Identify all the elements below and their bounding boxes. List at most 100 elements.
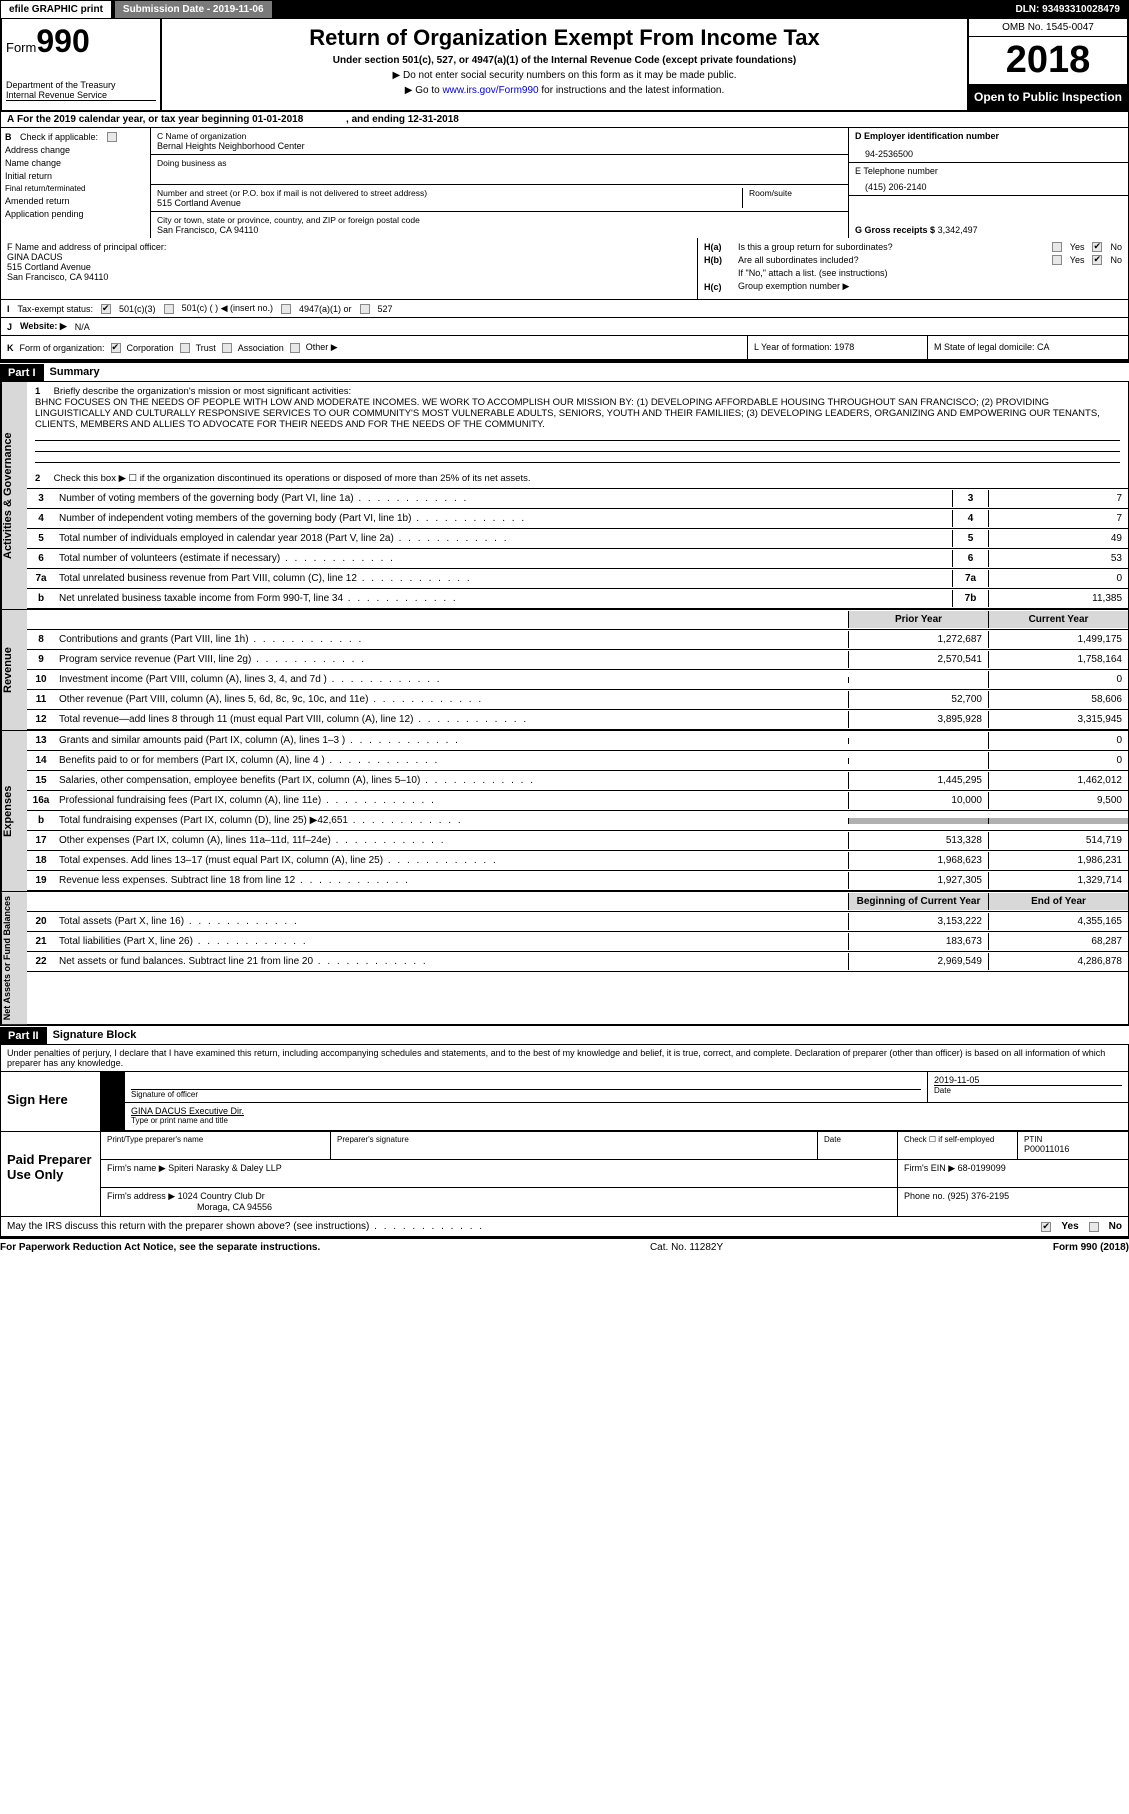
current-val: 9,500 — [988, 792, 1128, 809]
ein-value: 94-2536500 — [865, 149, 1122, 159]
checkbox-icon[interactable] — [164, 304, 174, 314]
h-b-note: If "No," attach a list. (see instruction… — [704, 268, 1122, 278]
opt-initial-return: Initial return — [5, 171, 146, 181]
row-desc: Net unrelated business taxable income fr… — [55, 590, 952, 607]
officer-name-value: GINA DACUS Executive Dir. — [131, 1106, 1122, 1116]
irs-label: Internal Revenue Service — [6, 90, 156, 101]
firm-name-label: Firm's name ▶ — [107, 1163, 166, 1173]
opt-501c: 501(c) ( ) ◀ (insert no.) — [182, 303, 273, 314]
checkbox-icon[interactable] — [107, 132, 117, 142]
row-desc: Total revenue—add lines 8 through 11 (mu… — [55, 711, 848, 728]
sig-officer-label: Signature of officer — [131, 1089, 921, 1099]
open-public-badge: Open to Public Inspection — [969, 84, 1127, 110]
col-header-row: Prior Year Current Year — [27, 610, 1128, 630]
row-num: 22 — [27, 953, 55, 970]
firm-phone-cell: Phone no. (925) 376-2195 — [898, 1188, 1128, 1216]
form-title: Return of Organization Exempt From Incom… — [168, 25, 961, 51]
exp-rows: 13 Grants and similar amounts paid (Part… — [27, 731, 1128, 891]
line-k: K Form of organization: Corporation Trus… — [1, 336, 748, 359]
k-label: K — [7, 343, 14, 353]
firm-addr-cell: Firm's address ▶ 1024 Country Club Dr Mo… — [101, 1188, 898, 1216]
checkbox-icon[interactable] — [360, 304, 370, 314]
checkbox-checked-icon[interactable] — [1092, 242, 1102, 252]
j-label: J — [7, 322, 12, 332]
row-num: 10 — [27, 671, 55, 688]
checkbox-checked-icon[interactable] — [1092, 255, 1102, 265]
section-f: F Name and address of principal officer:… — [1, 238, 698, 299]
blank-lines — [35, 440, 1120, 463]
current-val: 1,986,231 — [988, 852, 1128, 869]
checkbox-icon[interactable] — [290, 343, 300, 353]
spacer — [27, 617, 55, 623]
row-desc: Revenue less expenses. Subtract line 18 … — [55, 872, 848, 889]
firm-addr1: 1024 Country Club Dr — [178, 1191, 265, 1201]
current-val: 1,758,164 — [988, 651, 1128, 668]
prior-val: 2,969,549 — [848, 953, 988, 970]
checkbox-icon[interactable] — [180, 343, 190, 353]
org-name: Bernal Heights Neighborhood Center — [157, 141, 842, 151]
side-activities: Activities & Governance — [1, 382, 27, 609]
preparer-row: Print/Type preparer's name Preparer's si… — [101, 1132, 1128, 1160]
part2-title: Signature Block — [47, 1026, 1129, 1045]
data-row: 10 Investment income (Part VIII, column … — [27, 670, 1128, 690]
prior-year-header: Prior Year — [848, 611, 988, 628]
section-bcd: B Check if applicable: Address change Na… — [0, 128, 1129, 238]
yes-label: Yes — [1061, 1221, 1078, 1232]
current-val: 4,355,165 — [988, 913, 1128, 930]
checkbox-checked-icon[interactable] — [101, 304, 111, 314]
row-desc: Grants and similar amounts paid (Part IX… — [55, 732, 848, 749]
sig-date-value: 2019-11-05 — [934, 1075, 1122, 1085]
ein-row: D Employer identification number 94-2536… — [849, 128, 1128, 163]
checkbox-checked-icon[interactable] — [111, 343, 121, 353]
paid-preparer-block: Paid Preparer Use Only Print/Type prepar… — [0, 1132, 1129, 1217]
current-val: 514,719 — [988, 832, 1128, 849]
hc-text: Group exemption number ▶ — [738, 281, 849, 292]
section-d: D Employer identification number 94-2536… — [848, 128, 1128, 238]
form-subtitle: Under section 501(c), 527, or 4947(a)(1)… — [168, 55, 961, 66]
f-label: F Name and address of principal officer: — [7, 242, 691, 252]
addr-label: Number and street (or P.O. box if mail i… — [157, 188, 742, 198]
row-desc: Total liabilities (Part X, line 26) — [55, 933, 848, 950]
side-revenue: Revenue — [1, 610, 27, 730]
prior-val — [848, 738, 988, 744]
row-desc: Professional fundraising fees (Part IX, … — [55, 792, 848, 809]
submission-date: Submission Date - 2019-11-06 — [115, 1, 272, 18]
arrow-icon — [101, 1072, 125, 1102]
row-num: 21 — [27, 933, 55, 950]
yes-label: Yes — [1070, 255, 1085, 265]
checkbox-checked-icon[interactable] — [1041, 1222, 1051, 1232]
current-val: 0 — [988, 752, 1128, 769]
form-prefix: Form — [6, 40, 36, 55]
irs-link[interactable]: www.irs.gov/Form990 — [442, 85, 538, 96]
officer-typed: GINA DACUS Executive Dir. Type or print … — [125, 1103, 1128, 1130]
checkbox-icon[interactable] — [281, 304, 291, 314]
phone-row: E Telephone number (415) 206-2140 — [849, 163, 1128, 196]
hb-label: H(b) — [704, 255, 738, 265]
row-box: 3 — [952, 490, 988, 507]
opt-label: Application pending — [5, 209, 84, 219]
checkbox-icon[interactable] — [1052, 255, 1062, 265]
row-box: 7a — [952, 570, 988, 587]
activities-governance: Activities & Governance 1 Briefly descri… — [0, 382, 1129, 610]
footer-right: Form 990 (2018) — [1053, 1242, 1129, 1253]
current-val: 0 — [988, 671, 1128, 688]
gov-row: 7a Total unrelated business revenue from… — [27, 569, 1128, 589]
section-fh: F Name and address of principal officer:… — [0, 238, 1129, 300]
prior-val: 183,673 — [848, 933, 988, 950]
data-row: 15 Salaries, other compensation, employe… — [27, 771, 1128, 791]
footer: For Paperwork Reduction Act Notice, see … — [0, 1237, 1129, 1256]
prior-val: 1,445,295 — [848, 772, 988, 789]
row-desc: Total number of volunteers (estimate if … — [55, 550, 952, 567]
opt-address-change: Address change — [5, 145, 146, 155]
prep-sig-label: Preparer's signature — [331, 1132, 818, 1159]
form-990-number: 990 — [36, 23, 89, 59]
no-label: No — [1109, 1221, 1122, 1232]
j-text: Website: ▶ — [20, 321, 67, 332]
checkbox-icon[interactable] — [1089, 1222, 1099, 1232]
row-num: 14 — [27, 752, 55, 769]
checkbox-icon[interactable] — [1052, 242, 1062, 252]
row-box: 4 — [952, 510, 988, 527]
current-val: 3,315,945 — [988, 711, 1128, 728]
side-expenses: Expenses — [1, 731, 27, 891]
checkbox-icon[interactable] — [222, 343, 232, 353]
